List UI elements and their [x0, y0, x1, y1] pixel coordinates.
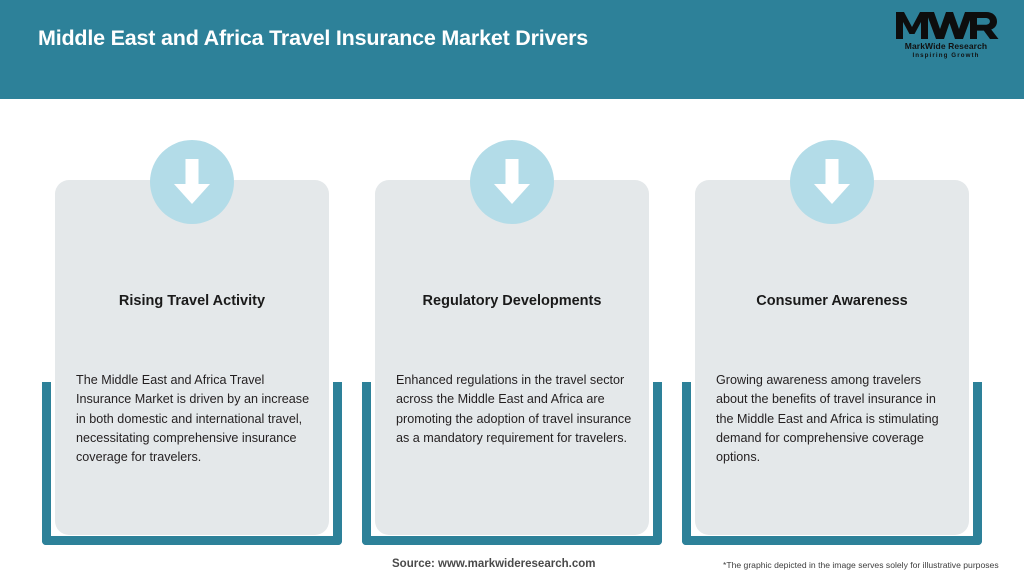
driver-column-2: Regulatory Developments Enhanced regulat…: [362, 140, 662, 550]
down-arrow-icon: [790, 140, 874, 224]
footer-disclaimer-text: *The graphic depicted in the image serve…: [723, 560, 999, 570]
footer-source-text: Source: www.markwideresearch.com: [392, 558, 596, 570]
driver-column-1: Rising Travel Activity The Middle East a…: [42, 140, 342, 550]
down-arrow-icon: [150, 140, 234, 224]
driver-card-body: The Middle East and Africa Travel Insura…: [76, 373, 310, 465]
driver-card[interactable]: Consumer Awareness Growing awareness amo…: [695, 180, 969, 535]
header-bar: [0, 0, 1024, 99]
mwr-monogram-icon: [890, 10, 1002, 40]
card-frame-accent: [362, 382, 662, 545]
driver-card-title: Regulatory Developments: [422, 293, 602, 309]
driver-card[interactable]: Regulatory Developments Enhanced regulat…: [375, 180, 649, 535]
driver-card-title: Consumer Awareness: [756, 293, 908, 309]
card-frame-accent: [42, 382, 342, 545]
page-title: Middle East and Africa Travel Insurance …: [38, 26, 589, 50]
markwide-research-logo: MarkWide Research Inspiring Growth: [890, 10, 1002, 64]
logo-tagline: Inspiring Growth: [912, 52, 980, 59]
card-frame-accent: [682, 382, 982, 545]
driver-card-title: Rising Travel Activity: [118, 293, 266, 309]
logo-company-name: MarkWide Research: [904, 41, 988, 51]
driver-card-body: Enhanced regulations in the travel secto…: [396, 373, 632, 445]
driver-card-body: Growing awareness among travelers about …: [716, 373, 939, 465]
driver-card[interactable]: Rising Travel Activity The Middle East a…: [55, 180, 329, 535]
down-arrow-icon: [470, 140, 554, 224]
driver-column-3: Consumer Awareness Growing awareness amo…: [682, 140, 982, 550]
